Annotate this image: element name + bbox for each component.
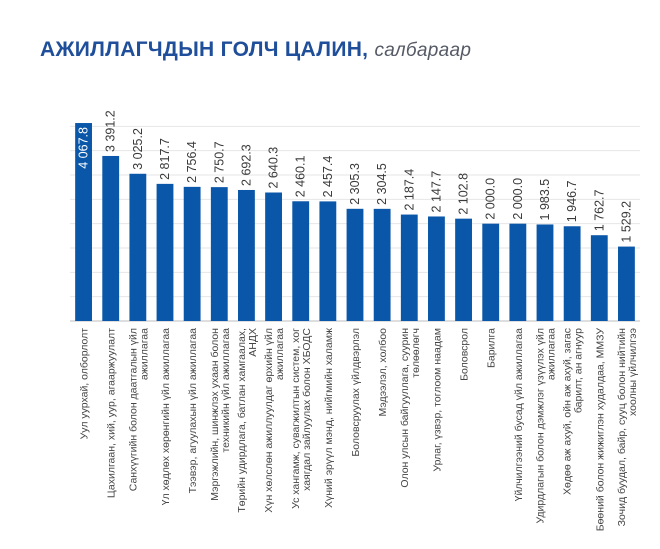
bar	[455, 218, 472, 321]
bar	[265, 192, 282, 321]
bar	[400, 214, 418, 321]
category-label: Тээвэр, агуулахын үйл ажиллагаа	[187, 328, 199, 494]
category-label: Үл хөдлөх хөрөнгийн үйл ажиллагаа	[160, 328, 172, 505]
value-label: 1 529.2	[619, 201, 633, 243]
category-label: АНДХ	[247, 328, 259, 357]
category-label: Хүний эрүүл мэнд, нийгмийн халамж	[323, 328, 335, 508]
bar	[618, 246, 635, 321]
category-label: Санхүүгийн болон даатгалын үйл	[127, 328, 139, 491]
chart-title-main: АЖИЛЛАГЧДЫН ГОЛЧ ЦАЛИН,	[40, 38, 369, 61]
bar	[183, 186, 201, 321]
category-label: хоолны үйлчилгээ	[627, 328, 639, 416]
value-label: 3 025.2	[131, 128, 145, 170]
value-label: 2 000.0	[511, 178, 525, 220]
value-label: 2 692.3	[239, 144, 253, 186]
category-label: Бөөний болон жижиглэн худалдаа, ММЗУ	[594, 328, 606, 532]
value-label: 2 000.0	[484, 178, 498, 220]
value-label: 4 067.8	[77, 127, 91, 169]
value-label: 1 946.7	[565, 181, 579, 223]
value-label: 2 187.4	[402, 169, 416, 211]
bar	[482, 223, 500, 321]
chart-title: АЖИЛЛАГЧДЫН ГОЛЧ ЦАЛИН, салбараар	[40, 38, 471, 62]
category-label: ажиллагаа	[274, 328, 286, 380]
value-label: 2 305.3	[348, 163, 362, 205]
category-label: Уул уурхай, олборлолт	[79, 328, 91, 440]
value-label: 2 304.5	[375, 163, 389, 205]
category-label: техникийн үйл ажиллагаа	[220, 328, 232, 453]
chart-title-sub: салбараар	[374, 40, 472, 61]
bar	[428, 216, 445, 321]
category-label: Ус хангамж, сувагжилтын систем, хог	[290, 328, 302, 509]
value-label: 2 460.1	[294, 156, 308, 198]
value-label: 3 391.2	[104, 110, 118, 152]
value-label: 2 640.3	[267, 147, 281, 189]
bar	[509, 223, 527, 321]
category-label: Боловсрол	[459, 328, 471, 381]
category-label: Удирдлагын болон дэмжлэг үзүүлэх үйл	[535, 328, 547, 523]
category-label: Мэргэжлийн, шинжлэх ухаан болон	[209, 328, 221, 501]
bar	[373, 208, 391, 321]
category-label: ажиллагаа	[546, 328, 558, 380]
value-label: 2 756.4	[185, 141, 199, 183]
bar	[590, 235, 608, 321]
category-label: Зочид буудал, байр, сууц болон нийтийн	[616, 328, 628, 527]
value-label: 2 147.7	[429, 171, 443, 213]
bar	[75, 123, 92, 322]
value-label: 2 750.7	[212, 141, 226, 183]
bar	[129, 173, 147, 321]
value-label: 1 983.5	[538, 179, 552, 221]
bar	[238, 189, 255, 321]
category-label: барилт, ан агнуур	[573, 328, 585, 413]
category-label: Олон улсын байгууллага, суурин	[399, 328, 411, 488]
category-label: Барилга	[486, 328, 498, 368]
value-label: 2 457.4	[321, 156, 335, 198]
category-label: Мэдээлэл, холбоо	[377, 328, 389, 417]
category-label: Урлаг, үзвэр, тоглоом наадам	[431, 328, 443, 472]
value-label: 2 102.8	[457, 173, 471, 215]
bar	[536, 224, 554, 321]
bar	[292, 201, 310, 321]
bar	[346, 208, 364, 321]
category-label: хаягдал зайлуулах болон ХБОДС	[301, 328, 313, 491]
category-label: Төрийн удирдлага, батлан хамгаалах,	[236, 328, 248, 513]
category-label: Хөдөө аж ахуй, ойн аж ахуй, загас	[562, 328, 574, 495]
bar	[563, 226, 581, 321]
bar	[156, 183, 174, 321]
bar	[210, 187, 228, 321]
category-label: төлөөлөгч	[410, 328, 422, 378]
bar	[102, 155, 120, 321]
category-label: Цахилгаан, хий, уур, агааржуулалт	[106, 328, 118, 498]
value-label: 2 817.7	[158, 138, 172, 180]
category-label: ажиллагаа	[138, 328, 150, 380]
bar	[319, 201, 337, 321]
category-label: Боловсруулах үйлдвэрлэл	[350, 328, 362, 457]
category-label: Үйлчилгээний бусад үйл ажиллагаа	[513, 328, 525, 502]
value-label: 1 762.7	[592, 189, 606, 231]
category-label: Хүн хөлслөн ажиллуулдаг өрхийн үйл	[263, 328, 275, 513]
